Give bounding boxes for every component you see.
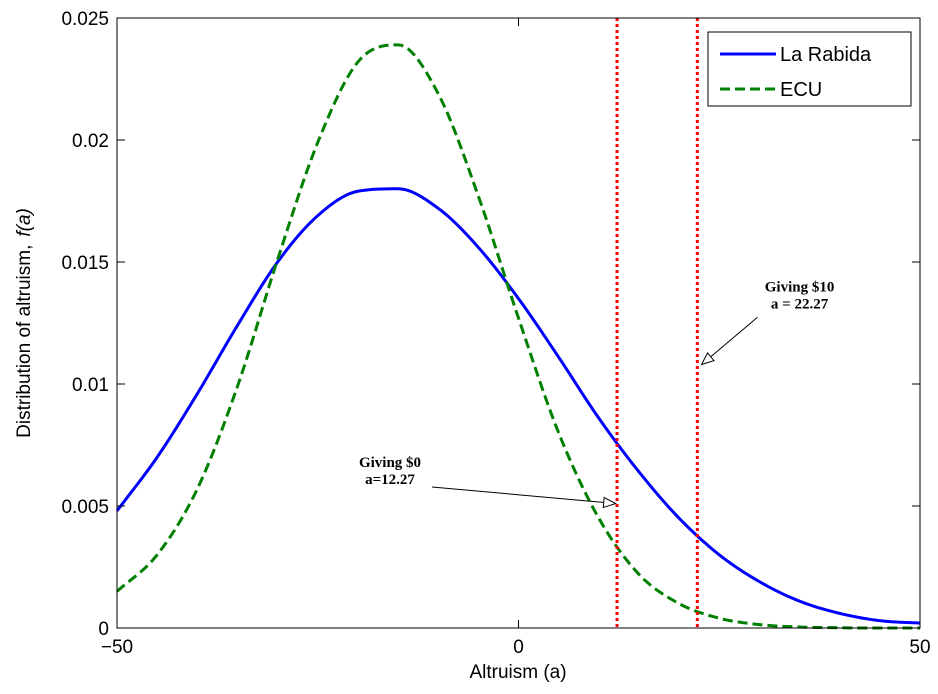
annotation-2-arrow-head	[700, 352, 715, 366]
legend: La Rabida ECU	[707, 31, 912, 107]
y-axis-label: Distribution of altruism, f(a)	[14, 208, 35, 438]
y-tick-label: 0.015	[61, 253, 109, 274]
series-line-ecu	[116, 43, 920, 630]
x-tick-label: 50	[909, 637, 930, 658]
series-line-la-rabida	[115, 187, 921, 625]
y-axis-label-text: Distribution of altruism,	[14, 245, 35, 438]
x-axis-label: Altruism (a)	[469, 662, 566, 683]
annotation-1-line-1: Giving $0	[359, 455, 421, 471]
annotations: Giving $0a=12.27 Giving $10a = 22.27	[359, 279, 835, 509]
x-tick-label: −50	[101, 637, 133, 658]
y-tick-label: 0.02	[72, 131, 109, 152]
plot-area	[117, 18, 920, 628]
annotation-1-line-2: a=12.27	[365, 472, 415, 488]
x-tick-label: 0	[513, 637, 524, 658]
y-tick-label: 0.005	[61, 497, 109, 518]
annotation-1-arrow-head	[602, 496, 617, 509]
y-tick-label: 0.01	[72, 375, 109, 396]
legend-box	[707, 31, 912, 107]
series-layer	[115, 43, 921, 630]
legend-label-la-rabida: La Rabida	[780, 44, 872, 66]
legend-label-ecu: ECU	[780, 79, 822, 101]
annotation-1-arrow-shaft	[431, 486, 616, 505]
y-tick-label: 0	[98, 619, 109, 640]
annotation-2-line-1: Giving $10	[765, 279, 835, 295]
annotation-2-line-2: a = 22.27	[771, 296, 829, 312]
y-tick-label: 0.025	[61, 9, 109, 30]
annotation-2: Giving $10a = 22.27	[700, 279, 835, 366]
annotation-1: Giving $0a=12.27	[359, 455, 617, 509]
y-axis-label-italic: f(a)	[14, 208, 35, 237]
